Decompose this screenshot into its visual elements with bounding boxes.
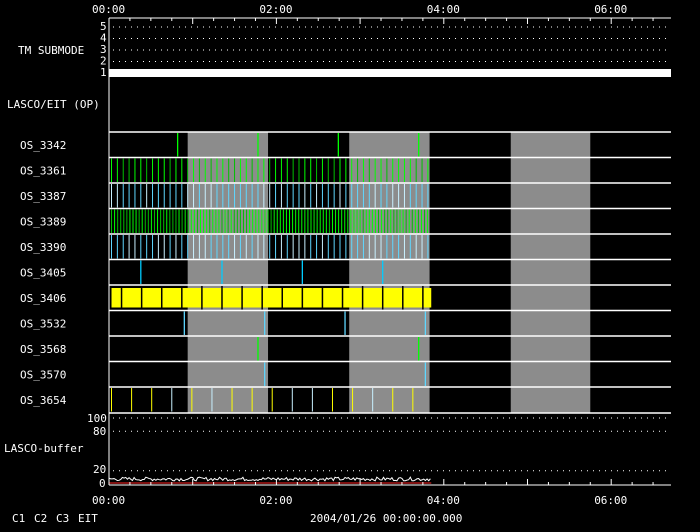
tm-tick-label: 2 [100,55,107,68]
row-label: OS_3389 [20,216,66,229]
tm-tick-label: 5 [100,20,107,33]
tm-tick-label: 4 [100,32,107,45]
top-tick-label: 04:00 [427,3,460,16]
row-label: OS_3387 [20,190,66,203]
row-label: OS_3570 [20,369,66,382]
legend-c2: C2 [34,512,47,525]
top-tick-label: 00:00 [92,3,125,16]
tm-submode-bar [109,69,671,77]
buffer-tick-label: 100 [87,412,107,425]
bottom-tick-label: 02:00 [259,494,292,507]
buffer-line [108,476,431,482]
legend-c1: C1 [12,512,25,525]
shaded-intervals [187,132,591,413]
legend-c3: C3 [56,512,69,525]
legend-eit: EIT [78,512,98,525]
bottom-tick-label: 00:00 [92,494,125,507]
row-label: OS_3405 [20,267,66,280]
row-label: OS_3361 [20,165,66,178]
event-marks [108,69,671,484]
labels: 00:00 00:00 02:00 02:00 04:00 04:00 06:00 06:00… [4,3,627,525]
top-tick-label: 06:00 [594,3,627,16]
tm-tick-label: 3 [100,43,107,56]
row-label: OS_3568 [20,343,66,356]
tm-submode-label: TM SUBMODE [18,44,84,57]
bottom-tick-label: 04:00 [427,494,460,507]
panel-grid [108,17,671,486]
row-label: OS_3342 [20,139,66,152]
row-label: OS_3654 [20,394,67,407]
tm-tick-label: 1 [100,66,107,79]
row-label: OS_3532 [20,318,66,331]
buffer-tick-label: 20 [93,463,106,476]
bottom-tick-label: 06:00 [594,494,627,507]
event-band [111,288,432,308]
shaded-interval [187,132,269,413]
row-label: OS_3406 [20,292,66,305]
op-label: LASCO/EIT (OP) [7,98,100,111]
shaded-interval [510,132,591,413]
buffer-tick-label: 0 [99,477,106,490]
row-label: OS_3390 [20,241,66,254]
top-tick-label: 02:00 [259,3,292,16]
shaded-interval [349,132,430,413]
buffer-label: LASCO-buffer [4,442,84,455]
buffer-tick-label: 80 [93,425,106,438]
date-label: 2004/01/26 00:00:00.000 [310,512,462,525]
